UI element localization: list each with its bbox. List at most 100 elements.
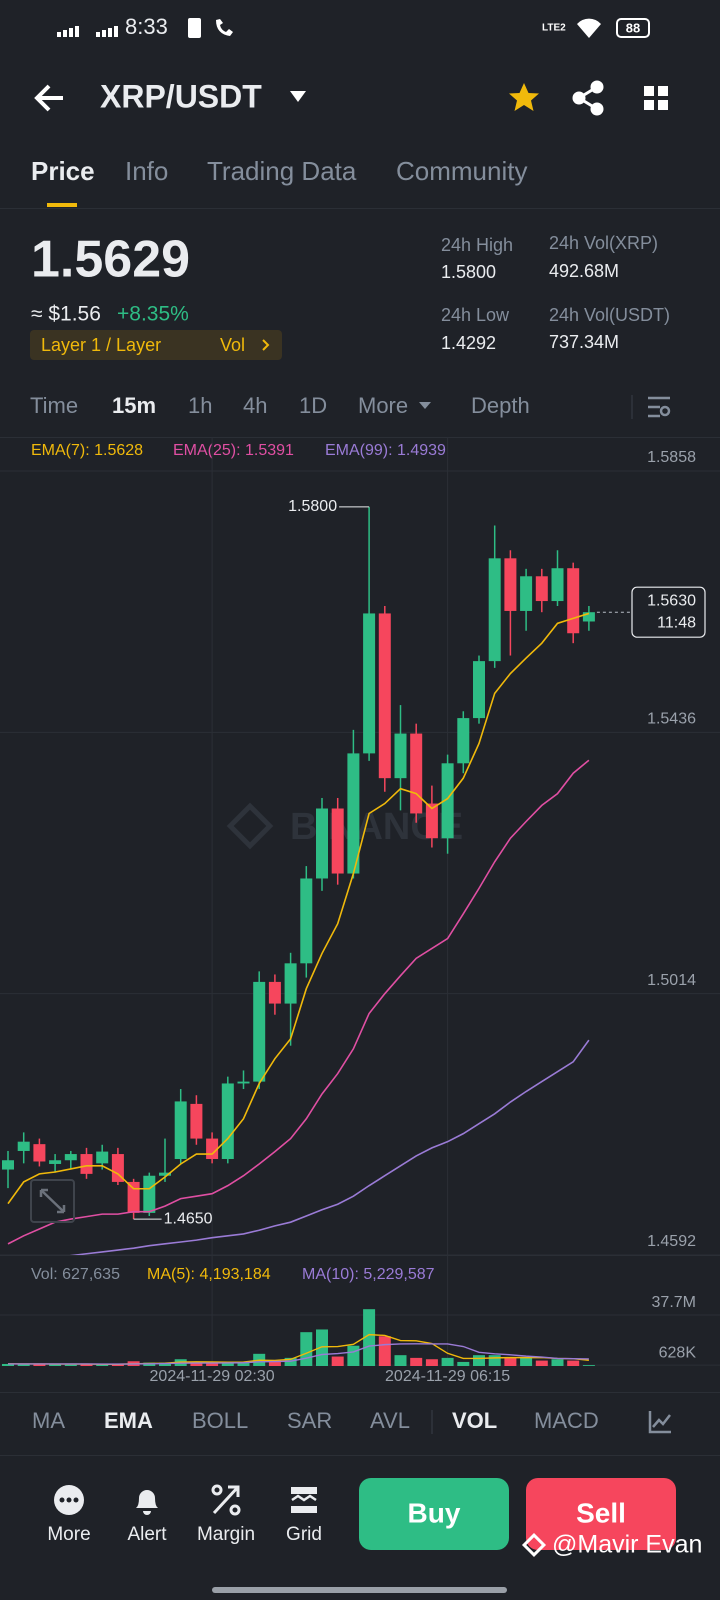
- volume-bar: [64, 1364, 77, 1366]
- usd-price: ≈ $1.56: [31, 303, 101, 326]
- stat-label: 24h High: [441, 235, 513, 255]
- action-label[interactable]: Grid: [286, 1524, 322, 1545]
- call-icon: [216, 19, 233, 36]
- ema-legend: EMA(25): 1.5391: [173, 442, 294, 459]
- volume-bar: [206, 1363, 219, 1366]
- candle-body: [33, 1144, 46, 1162]
- indicator[interactable]: VOL: [452, 1408, 497, 1433]
- volume-bar: [535, 1360, 548, 1366]
- volume-ma-line: [8, 1343, 589, 1365]
- chart-settings-button[interactable]: [648, 396, 671, 418]
- ema-line: [7, 759, 590, 1245]
- grid-icon[interactable]: [291, 1487, 317, 1513]
- sector-tag-label[interactable]: Layer 1 / Layer: [41, 335, 161, 355]
- candle-body: [190, 1103, 203, 1139]
- user-watermark-text: @Mavir Evan: [552, 1531, 702, 1559]
- sell-button[interactable]: [526, 1478, 676, 1550]
- interval[interactable]: 1h: [188, 393, 212, 418]
- candle-body: [2, 1160, 14, 1170]
- alert-icon[interactable]: [136, 1490, 158, 1515]
- volume-bar: [284, 1357, 297, 1366]
- volume-bar: [331, 1356, 344, 1366]
- candle-body: [535, 576, 548, 602]
- volume-bar: [410, 1357, 423, 1366]
- candle-body: [488, 558, 501, 662]
- interval[interactable]: Time: [30, 393, 78, 418]
- favorite-button[interactable]: [509, 83, 539, 111]
- volume-bar: [33, 1363, 46, 1366]
- interval[interactable]: Depth: [471, 393, 530, 418]
- stat-value: 737.34M: [549, 332, 619, 352]
- volume-bar: [520, 1357, 533, 1366]
- more-icon[interactable]: [54, 1485, 84, 1515]
- stat-label: 24h Low: [441, 305, 510, 325]
- volume-bar: [582, 1365, 595, 1366]
- volume-bar: [300, 1332, 313, 1366]
- low-label: 1.4650: [164, 1210, 213, 1227]
- volume-bar: [316, 1329, 328, 1366]
- price-pane: [2, 506, 595, 1255]
- candle-body: [159, 1172, 171, 1176]
- indicator[interactable]: SAR: [287, 1408, 332, 1433]
- tab[interactable]: Price: [31, 156, 95, 186]
- volume-bar: [190, 1363, 203, 1366]
- volume-ma-legend: MA(5): 4,193,184: [147, 1266, 271, 1283]
- volume-bar: [80, 1363, 93, 1366]
- expand-button[interactable]: [30, 1179, 75, 1223]
- pair-title[interactable]: XRP/USDT: [100, 78, 262, 114]
- high-label: 1.5800: [288, 498, 337, 515]
- y-tick-label: 1.5436: [647, 711, 696, 728]
- last-price: 1.5629: [31, 231, 190, 289]
- interval[interactable]: 15m: [112, 393, 156, 418]
- candle-body: [237, 1081, 250, 1084]
- buy-button[interactable]: [359, 1478, 509, 1550]
- indicator[interactable]: BOLL: [192, 1408, 248, 1433]
- volume-tick-label: 628K: [659, 1344, 697, 1361]
- interval[interactable]: 1D: [299, 393, 327, 418]
- buy-label[interactable]: Buy: [408, 1497, 461, 1528]
- candle-body: [268, 981, 281, 1004]
- candle-body: [127, 1181, 140, 1213]
- tab[interactable]: Trading Data: [207, 156, 357, 186]
- interval[interactable]: More: [358, 393, 408, 418]
- action-label[interactable]: Alert: [127, 1524, 167, 1545]
- indicator[interactable]: MA: [32, 1408, 65, 1433]
- action-label[interactable]: More: [47, 1524, 90, 1545]
- layout-button[interactable]: [644, 86, 668, 110]
- signal-icon: [57, 26, 118, 37]
- candle-body: [378, 613, 391, 779]
- x-tick-label: 2024-11-29 02:30: [150, 1368, 275, 1385]
- user-watermark: @Mavir Evan: [521, 1531, 702, 1559]
- indicator[interactable]: EMA: [104, 1408, 153, 1433]
- tab[interactable]: Info: [125, 156, 168, 186]
- volume-bar: [49, 1364, 62, 1366]
- action-label[interactable]: Margin: [197, 1524, 255, 1545]
- expand-icon: [39, 1188, 66, 1214]
- volume-bar: [425, 1359, 438, 1366]
- volume-bar: [363, 1309, 376, 1366]
- pair-dropdown[interactable]: [290, 91, 306, 102]
- indicator[interactable]: MACD: [534, 1408, 599, 1433]
- tab[interactable]: Community: [396, 156, 527, 186]
- sector-tag[interactable]: [30, 330, 282, 360]
- share-button[interactable]: [572, 80, 604, 116]
- ema-line: [7, 612, 590, 1205]
- candle-body: [394, 733, 407, 779]
- stat-value: 1.5800: [441, 262, 496, 282]
- sell-label[interactable]: Sell: [576, 1497, 626, 1528]
- interval[interactable]: 4h: [243, 393, 267, 418]
- sector-tag-link[interactable]: Vol: [220, 335, 245, 355]
- candle-body: [410, 733, 423, 814]
- volume-bar: [17, 1363, 30, 1366]
- back-button[interactable]: [34, 84, 63, 112]
- chart-layer: 1.5858 1.5436 1.5014 1.4592 2024-11-29 02:30…: [0, 437, 720, 1385]
- indicator[interactable]: AVL: [370, 1408, 410, 1433]
- margin-icon[interactable]: [211, 1484, 241, 1516]
- candle-body: [111, 1154, 124, 1182]
- more-dropdown: [419, 402, 431, 409]
- y-tick-label: 1.5858: [647, 449, 696, 466]
- x-tick-label: 2024-11-29 06:15: [385, 1368, 510, 1385]
- volume-bar: [111, 1364, 124, 1366]
- indicator-settings-button[interactable]: [648, 1411, 671, 1434]
